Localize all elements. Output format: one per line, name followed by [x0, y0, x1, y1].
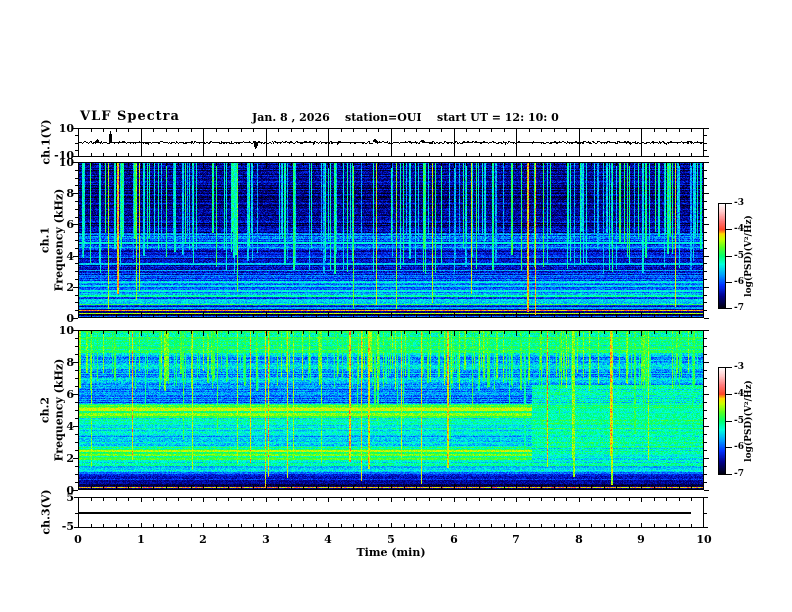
ch2-spec-ytick-label: 0 [66, 484, 74, 497]
ch1-spec-ytick-label: 8 [66, 187, 74, 200]
colorbar1-tick-label: -7 [734, 303, 744, 313]
ch1-waveform-canvas [78, 128, 704, 157]
ch3-wave-ytick-label: 5 [66, 491, 74, 504]
ch1-spectrogram-canvas [78, 162, 704, 318]
x-tick-label: 0 [74, 533, 82, 546]
ch1-spec-axis-title-frequency: Frequency (kHz) [52, 188, 66, 292]
start-ut-label: start UT = 12: 10: 0 [437, 111, 559, 124]
date-label: Jan. 8 , 2026 [252, 111, 330, 124]
ch1-wave-ytick-label: -10 [54, 149, 74, 162]
colorbar1-tick-label: -4 [734, 224, 744, 234]
x-tick-label: 3 [262, 533, 270, 546]
colorbar2-tick-label: -4 [734, 389, 744, 399]
ch2-spectrogram-canvas [78, 330, 704, 490]
page-title: VLF Spectra [80, 109, 180, 124]
colorbar2-tick-label: -6 [734, 442, 744, 452]
ch2-spec-ytick-label: 2 [66, 452, 74, 465]
x-tick-label: 2 [199, 533, 207, 546]
ch3-wave-ytick-label: -5 [61, 520, 74, 533]
ch1-spec-ytick-label: 2 [66, 281, 74, 294]
station-label: station=OUI [345, 111, 422, 124]
time-axis-title: Time (min) [356, 546, 426, 559]
x-tick-label: 6 [450, 533, 458, 546]
colorbar2-tick-label: -3 [734, 362, 744, 372]
colorbar1-tick-label: -5 [734, 251, 744, 261]
x-tick-label: 9 [637, 533, 645, 546]
colorbar2-tick-label: -7 [734, 469, 744, 479]
ch2-spec-ytick-label: 6 [66, 388, 74, 401]
x-tick-label: 7 [512, 533, 520, 546]
ch1-spec-ytick-label: 6 [66, 218, 74, 231]
ch2-spec-ytick-label: 8 [66, 356, 74, 369]
x-tick-label: 5 [387, 533, 395, 546]
ch2-spec-ytick-label: 10 [58, 324, 74, 337]
ch2-spec-axis-title-frequency: Frequency (kHz) [52, 358, 66, 462]
x-tick-label: 4 [324, 533, 332, 546]
ch1-spec-ytick-label: 10 [58, 156, 74, 169]
colorbar1-tick-label: -6 [734, 277, 744, 287]
x-tick-label: 10 [696, 533, 712, 546]
ch1-spec-ytick-label: 0 [66, 312, 74, 325]
ch2-spec-ytick-label: 4 [66, 420, 74, 433]
x-tick-label: 8 [575, 533, 583, 546]
colorbar2-tick-label: -5 [734, 416, 744, 426]
ch1-spec-ytick-label: 4 [66, 250, 74, 263]
ch1-wave-ytick-label: 10 [58, 122, 74, 135]
colorbar1-tick-label: -3 [734, 198, 744, 208]
x-tick-label: 1 [137, 533, 145, 546]
